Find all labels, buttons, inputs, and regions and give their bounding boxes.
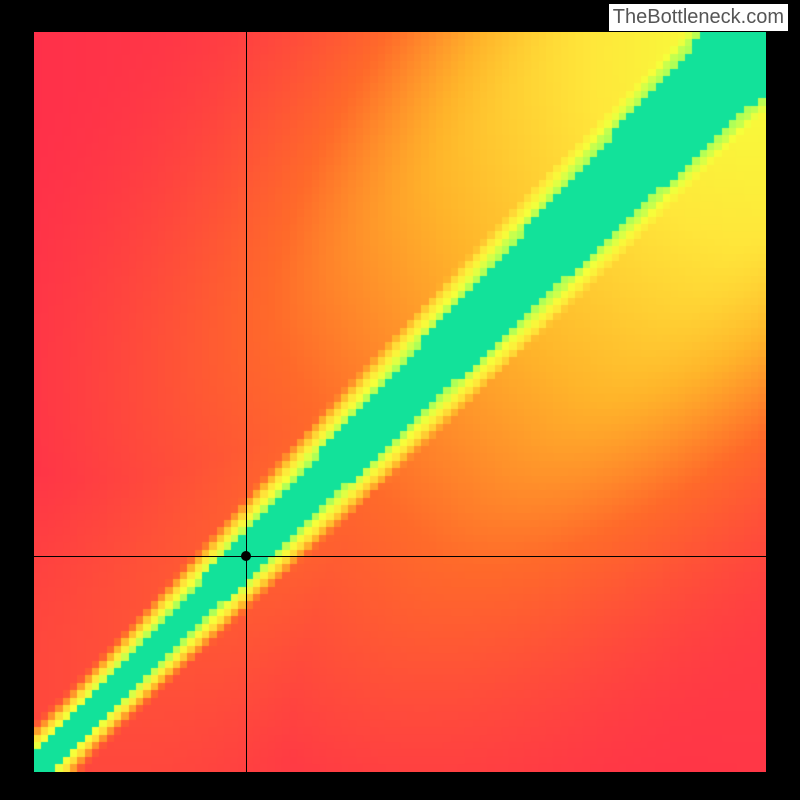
crosshair-horizontal: [34, 556, 766, 557]
chart-stage: TheBottleneck.com: [0, 0, 800, 800]
bottleneck-heatmap: [34, 32, 766, 772]
marker-dot: [241, 551, 251, 561]
attribution-text: TheBottleneck.com: [609, 4, 788, 31]
crosshair-vertical: [246, 32, 247, 772]
